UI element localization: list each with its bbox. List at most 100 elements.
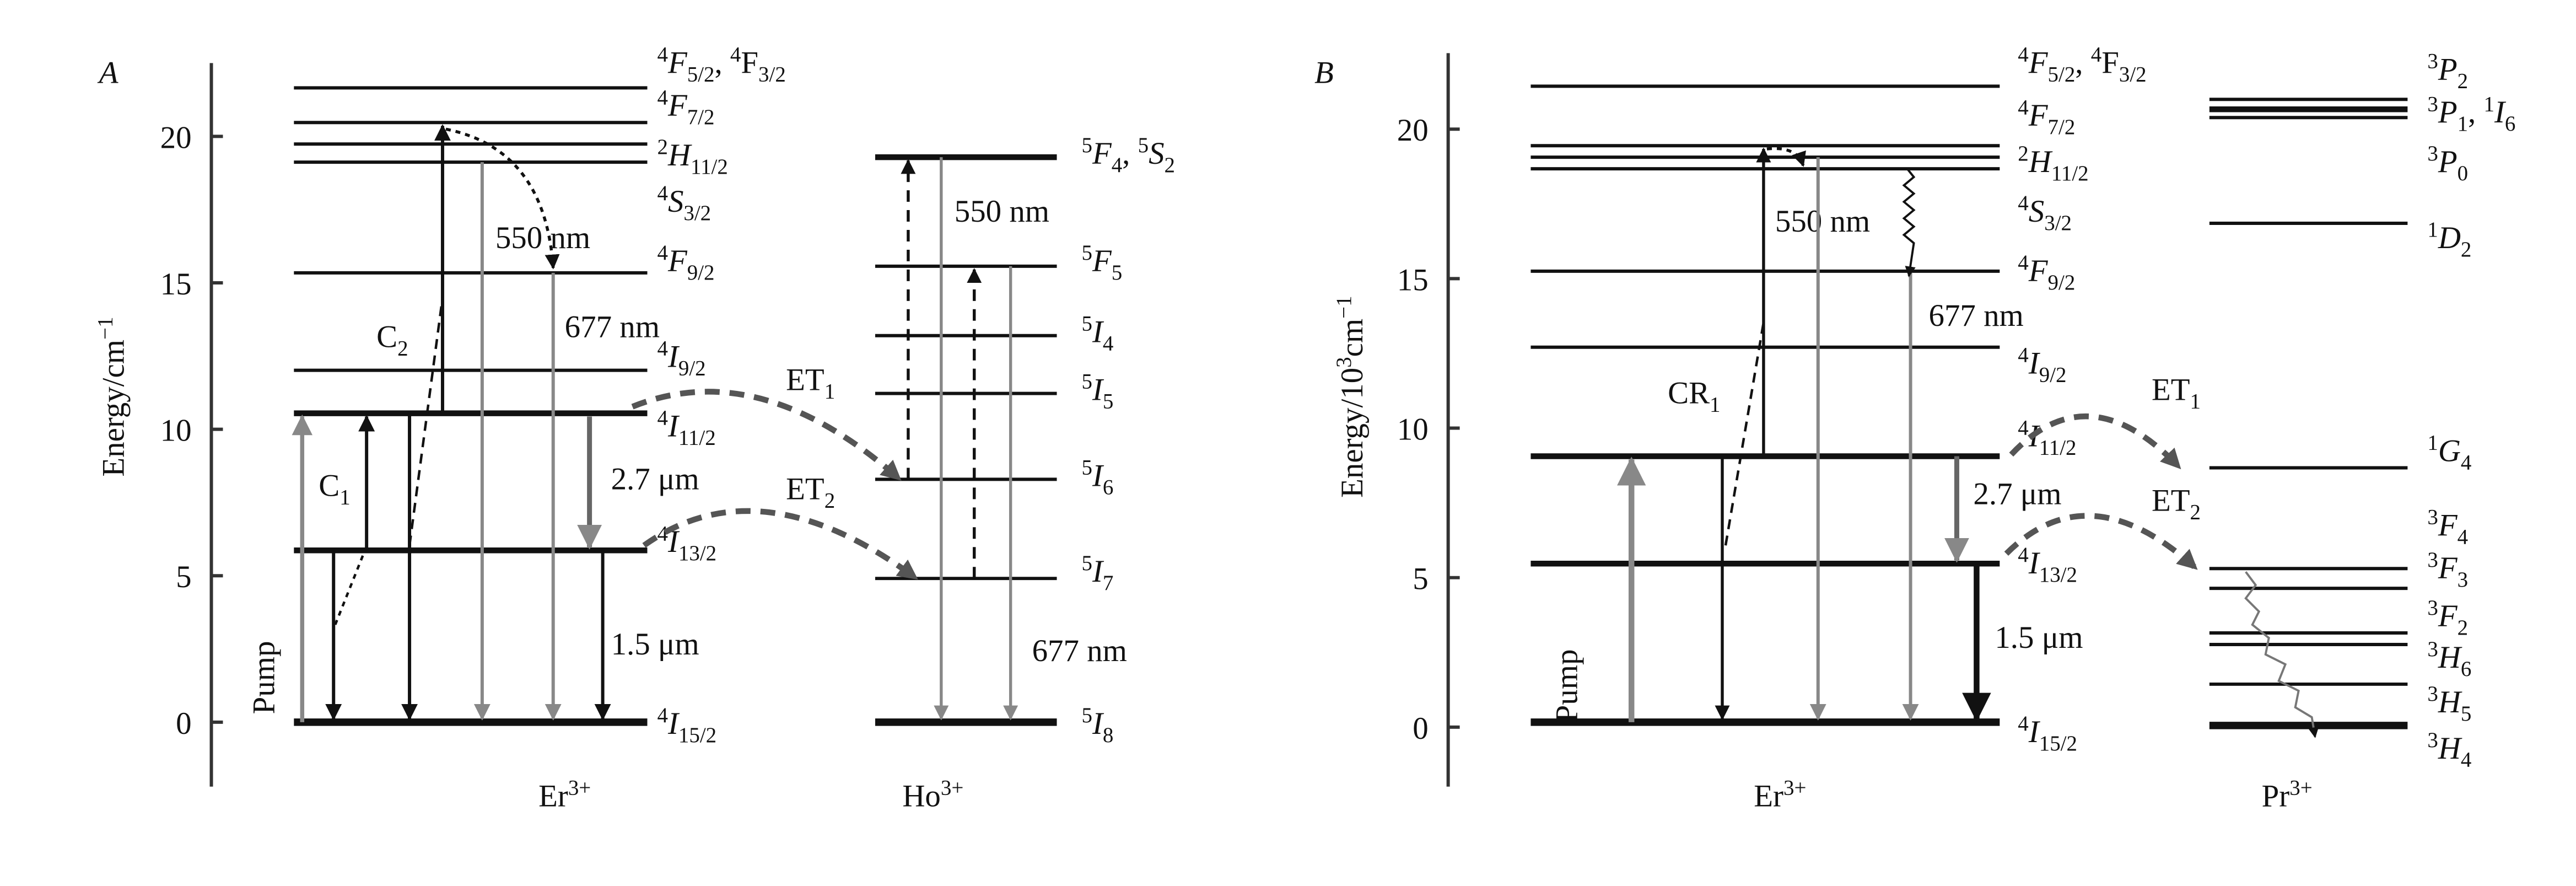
annotation: 1.5 μm bbox=[1995, 620, 2083, 655]
text-part: I bbox=[667, 340, 680, 374]
level-label: 3F3 bbox=[2427, 548, 2468, 592]
text-part: 5 bbox=[2461, 702, 2471, 726]
text-part: S bbox=[2029, 194, 2044, 229]
annotation: 1.5 μm bbox=[611, 627, 699, 662]
level-label: 4I13/2 bbox=[2018, 543, 2077, 587]
transfer-arrow bbox=[2004, 513, 2198, 571]
text-part: 2 bbox=[657, 135, 667, 159]
annotation: ET2 bbox=[786, 471, 835, 512]
text-part: 3 bbox=[2427, 596, 2438, 620]
level-label: 4F7/2 bbox=[2018, 95, 2075, 139]
text-part: 2 bbox=[2018, 142, 2028, 165]
text-part: H bbox=[2438, 685, 2462, 719]
annotation: CR1 bbox=[1668, 376, 1720, 417]
level-label: 4I15/2 bbox=[2018, 712, 2077, 755]
level-label: 3F2 bbox=[2427, 596, 2468, 640]
text-part: 5/2 bbox=[2048, 62, 2076, 86]
text-part: C bbox=[376, 320, 397, 355]
text-part: Energy/10 bbox=[1335, 368, 1370, 498]
text-part: 1 bbox=[824, 380, 835, 404]
text-part: F bbox=[2028, 98, 2049, 133]
text-part: 8 bbox=[1103, 723, 1113, 747]
y-tick-label: 20 bbox=[1397, 113, 1429, 148]
text-part: H bbox=[2438, 640, 2462, 675]
text-part: 3 bbox=[2427, 505, 2438, 529]
text-part: , bbox=[1122, 136, 1138, 171]
text-part: F bbox=[667, 88, 688, 123]
panel-letter: A bbox=[97, 55, 118, 90]
text-part: Energy/cm bbox=[96, 340, 131, 477]
annotation: 2.7 μm bbox=[611, 461, 699, 496]
dashed-link bbox=[408, 297, 444, 546]
annotation: ET2 bbox=[2152, 483, 2201, 524]
text-part: 1 bbox=[2427, 218, 2438, 241]
dashed-link bbox=[1724, 322, 1765, 546]
level-label: 4I9/2 bbox=[657, 337, 705, 380]
level-label: 3H6 bbox=[2427, 637, 2471, 681]
text-part: 3/2 bbox=[2119, 62, 2147, 86]
text-part: C bbox=[319, 468, 339, 503]
text-part: , bbox=[2468, 95, 2483, 130]
text-part: I bbox=[1092, 554, 1104, 589]
text-part: 0 bbox=[2458, 162, 2468, 185]
text-part: 1 bbox=[1710, 393, 1720, 417]
text-part: 5 bbox=[1081, 241, 1092, 265]
text-part: 4 bbox=[657, 85, 667, 109]
y-tick-label: 0 bbox=[176, 706, 191, 741]
text-part: 6 bbox=[2505, 112, 2515, 136]
text-part: 13/2 bbox=[678, 541, 716, 565]
text-part: 677 nm bbox=[1929, 298, 2024, 333]
text-part: 9/2 bbox=[2048, 271, 2076, 294]
text-part: 3+ bbox=[568, 776, 591, 800]
level-label: 4I11/2 bbox=[657, 406, 715, 450]
text-part: 4 bbox=[2018, 416, 2028, 440]
text-part: 4 bbox=[2018, 95, 2028, 119]
text-part: CR bbox=[1668, 376, 1710, 411]
annotation: 550 nm bbox=[955, 194, 1049, 229]
text-part: 3 bbox=[2458, 568, 2468, 592]
text-part: 3 bbox=[2427, 548, 2438, 572]
text-part: 4 bbox=[2018, 42, 2028, 66]
text-part: 2 bbox=[2190, 500, 2201, 524]
level-label: 5I8 bbox=[1081, 704, 1113, 747]
text-part: H bbox=[667, 138, 692, 173]
text-part: 15/2 bbox=[678, 723, 716, 747]
text-part: 4 bbox=[657, 181, 667, 205]
panel-letter: B bbox=[1314, 55, 1334, 90]
level-label: 2H11/2 bbox=[657, 135, 727, 179]
text-part: 5 bbox=[1081, 704, 1092, 727]
text-part: 677 nm bbox=[565, 310, 660, 345]
level-label: 5I5 bbox=[1081, 370, 1113, 414]
text-part: 5 bbox=[1103, 390, 1113, 414]
text-part: Pr bbox=[2262, 779, 2290, 814]
transfer-arrow bbox=[642, 508, 918, 581]
level-label: 4S3/2 bbox=[2018, 191, 2072, 235]
text-part: ET bbox=[786, 363, 824, 398]
text-part: D bbox=[2438, 221, 2461, 255]
text-part: F bbox=[2028, 45, 2049, 80]
text-part: I bbox=[2028, 546, 2041, 581]
text-part: 5 bbox=[1138, 133, 1149, 157]
text-part: I bbox=[2028, 715, 2041, 749]
text-part: −1 bbox=[94, 317, 117, 340]
level-label: 3P0 bbox=[2427, 142, 2468, 185]
text-part: 9/2 bbox=[687, 261, 715, 284]
y-tick-label: 20 bbox=[160, 120, 192, 155]
text-part: 5 bbox=[1081, 133, 1092, 157]
text-part: 3 bbox=[2427, 728, 2438, 752]
text-part: P bbox=[2438, 52, 2458, 87]
text-part: 3+ bbox=[1783, 776, 1806, 800]
text-part: 5 bbox=[1081, 312, 1092, 336]
text-part: S bbox=[1149, 136, 1164, 171]
text-part: 4 bbox=[2018, 343, 2028, 367]
text-part: 2.7 μm bbox=[1973, 476, 2061, 511]
text-part: 4 bbox=[2018, 712, 2028, 735]
annotation: Pump bbox=[1549, 649, 1584, 723]
level-label: 5I7 bbox=[1081, 551, 1113, 595]
text-part: 5/2 bbox=[687, 62, 715, 86]
text-part: 7/2 bbox=[687, 105, 715, 129]
transfer-arrow bbox=[2244, 571, 2319, 738]
annotation: ET1 bbox=[786, 363, 835, 404]
level-label: 1D2 bbox=[2427, 218, 2471, 261]
text-part: Er bbox=[538, 779, 568, 814]
